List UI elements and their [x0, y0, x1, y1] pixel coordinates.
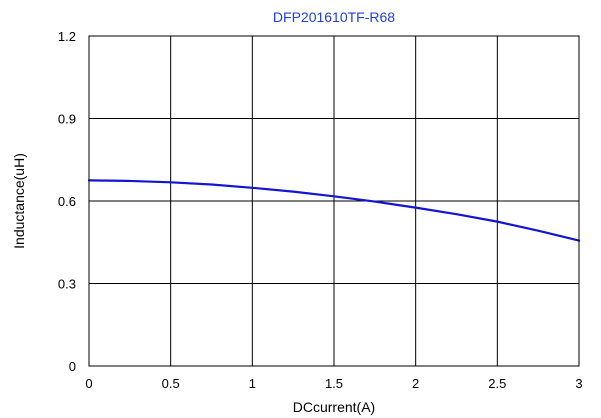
y-axis-label: Inductance(uH) — [11, 153, 27, 249]
x-tick-label: 0.5 — [162, 376, 180, 391]
x-tick-label: 0 — [85, 376, 92, 391]
x-axis-label: DCcurrent(A) — [293, 399, 375, 415]
grid — [89, 36, 579, 366]
y-tick-label: 1.2 — [58, 29, 76, 44]
chart-title: DFP201610TF-R68 — [273, 9, 395, 25]
x-tick-label: 3 — [575, 376, 582, 391]
x-tick-label: 1.5 — [325, 376, 343, 391]
y-tick-label: 0.6 — [58, 194, 76, 209]
y-tick-label: 0.9 — [58, 112, 76, 127]
plot-area-frame — [88, 35, 580, 367]
inductance-series-line — [87, 179, 581, 242]
tick-labels: 0 0.5 1 1.5 2 2.5 3 0 0.3 0.6 0.9 1.2 — [58, 29, 583, 391]
x-tick-label: 2 — [412, 376, 419, 391]
series-layer — [87, 179, 581, 242]
x-tick-label: 1 — [249, 376, 256, 391]
x-tick-label: 2.5 — [488, 376, 506, 391]
y-tick-label: 0.3 — [58, 277, 76, 292]
y-tick-label: 0 — [69, 359, 76, 374]
